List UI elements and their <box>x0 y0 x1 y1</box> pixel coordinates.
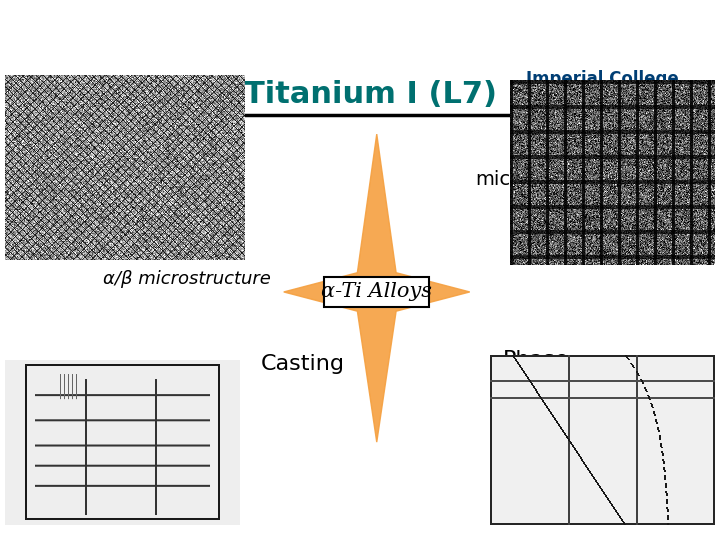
Text: © Imperial College London: © Imperial College London <box>526 102 657 112</box>
Text: Imperial College: Imperial College <box>526 70 679 87</box>
Text: Phase
Diagram: Phase Diagram <box>488 350 583 393</box>
Text: 2: 2 <box>585 85 593 99</box>
Text: London: London <box>526 84 587 102</box>
Text: Casting: Casting <box>261 354 345 374</box>
Text: Review: Titanium I (L7): Review: Titanium I (L7) <box>98 79 497 109</box>
Text: α/β microstructure: α/β microstructure <box>103 270 271 288</box>
Text: α-Ti Alloys: α-Ti Alloys <box>321 282 432 301</box>
Polygon shape <box>284 134 469 442</box>
Text: near-α
microstructure: near-α microstructure <box>476 148 619 189</box>
Bar <box>325 278 429 307</box>
